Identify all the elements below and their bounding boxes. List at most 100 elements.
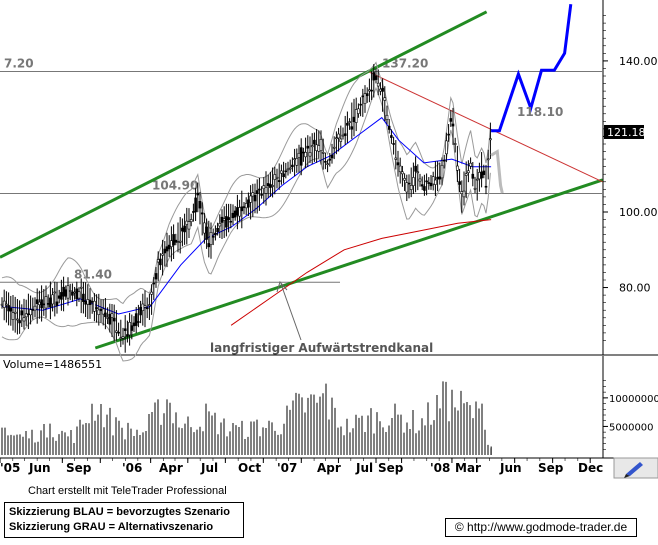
candle-body xyxy=(299,147,303,166)
scenario-grey-path xyxy=(490,149,504,194)
candle-body xyxy=(438,176,442,180)
candle-body xyxy=(462,190,466,198)
candle-body xyxy=(464,173,468,176)
candle-body xyxy=(7,305,10,312)
candle-body xyxy=(121,336,125,339)
level-label: 7.20 xyxy=(4,56,34,70)
price-candles xyxy=(0,64,492,353)
target-label: 118.10 xyxy=(517,105,563,119)
candle-body xyxy=(106,317,109,319)
candle-body xyxy=(251,192,255,197)
candle-body xyxy=(361,95,365,98)
x-tick-label: Oct xyxy=(238,461,261,475)
candle-body xyxy=(170,240,173,248)
candle-body xyxy=(44,296,48,309)
candle-body xyxy=(365,93,369,97)
candle-body xyxy=(398,165,402,173)
scenario-legend: Skizzierung BLAU = bevorzugtes Szenario … xyxy=(4,502,244,538)
candle-body xyxy=(178,240,182,243)
candle-body xyxy=(478,172,481,180)
time-axis: '05 Jun Sep '06 Apr Jul Oct '07 Apr Jul Sep '08 Mar J… xyxy=(0,458,603,475)
candle-body xyxy=(385,114,389,120)
volume-tick-label: 5000000 xyxy=(609,422,654,433)
candle-body xyxy=(357,108,360,114)
candle-body xyxy=(141,303,145,311)
candle-body xyxy=(18,320,21,324)
candle-body xyxy=(233,210,237,218)
candle-body xyxy=(343,133,347,136)
candle-body xyxy=(220,216,224,223)
candle-body xyxy=(231,212,235,219)
moving-average-blue xyxy=(1,116,492,315)
candle-body xyxy=(79,286,83,289)
candle-body xyxy=(284,170,288,173)
candle-body xyxy=(337,133,340,139)
candle-body xyxy=(93,300,96,312)
candle-body xyxy=(22,317,26,322)
candle-body xyxy=(403,178,406,181)
candle-body xyxy=(264,187,268,194)
x-tick-label: Dec xyxy=(578,461,603,475)
candle-body xyxy=(11,312,15,320)
candle-body xyxy=(381,87,384,92)
candle-body xyxy=(29,309,32,316)
candle-body xyxy=(346,122,349,126)
volume-title-bg xyxy=(0,357,120,371)
source-url-box[interactable]: © http://www.godmode-trader.de xyxy=(445,518,637,537)
candle-body xyxy=(161,253,164,256)
x-tick-label: Jul xyxy=(355,461,373,475)
candle-body xyxy=(416,171,420,174)
level-label: 137.20 xyxy=(382,56,428,70)
level-label: 104.90 xyxy=(152,178,198,192)
candle-body xyxy=(51,294,54,305)
candle-body xyxy=(253,194,257,202)
candle-body xyxy=(174,239,178,243)
candle-body xyxy=(86,299,90,305)
legend-grey: Skizzierung GRAU = Alternativszenario xyxy=(9,521,214,533)
candle-body xyxy=(176,241,180,243)
candle-body xyxy=(412,177,415,186)
x-tick-label: Jun xyxy=(499,461,522,475)
candle-body xyxy=(286,168,290,171)
candle-body xyxy=(145,307,149,310)
candle-body xyxy=(277,180,281,182)
candle-body xyxy=(134,313,138,326)
candle-body xyxy=(183,225,186,233)
candle-body xyxy=(24,313,28,318)
pencil-arrow-icon[interactable] xyxy=(624,462,643,478)
candle-body xyxy=(55,301,59,306)
candle-body xyxy=(255,190,259,195)
candle-body xyxy=(154,273,158,280)
candle-body xyxy=(467,170,470,174)
candle-body xyxy=(489,138,492,141)
candle-body xyxy=(370,89,373,92)
candle-body xyxy=(407,182,411,185)
candle-body xyxy=(350,126,354,130)
candle-body xyxy=(396,162,400,166)
candle-body xyxy=(409,185,413,190)
candle-body xyxy=(84,300,87,305)
candle-body xyxy=(13,311,17,314)
candle-body xyxy=(260,194,263,196)
candle-body xyxy=(90,301,94,303)
candle-body xyxy=(427,182,431,184)
annotation-arrow-head xyxy=(276,280,288,293)
candle-body xyxy=(68,290,72,292)
x-tick-label: Jul xyxy=(200,461,218,475)
candle-body xyxy=(288,167,292,170)
candle-body xyxy=(379,88,382,92)
candle-body xyxy=(368,89,371,92)
candle-body xyxy=(332,146,336,149)
x-tick-label: Mar xyxy=(455,461,481,475)
level-label: 81.40 xyxy=(74,267,112,281)
candle-body xyxy=(480,171,483,179)
volume-y-axis: 10000000 5000000 xyxy=(603,380,658,450)
moving-averages xyxy=(1,116,492,326)
candle-body xyxy=(434,179,437,185)
candle-body xyxy=(196,192,200,196)
source-url[interactable]: http://www.godmode-trader.de xyxy=(467,520,628,534)
candle-body xyxy=(222,218,226,221)
candle-body xyxy=(211,235,215,238)
candle-body xyxy=(77,291,81,299)
